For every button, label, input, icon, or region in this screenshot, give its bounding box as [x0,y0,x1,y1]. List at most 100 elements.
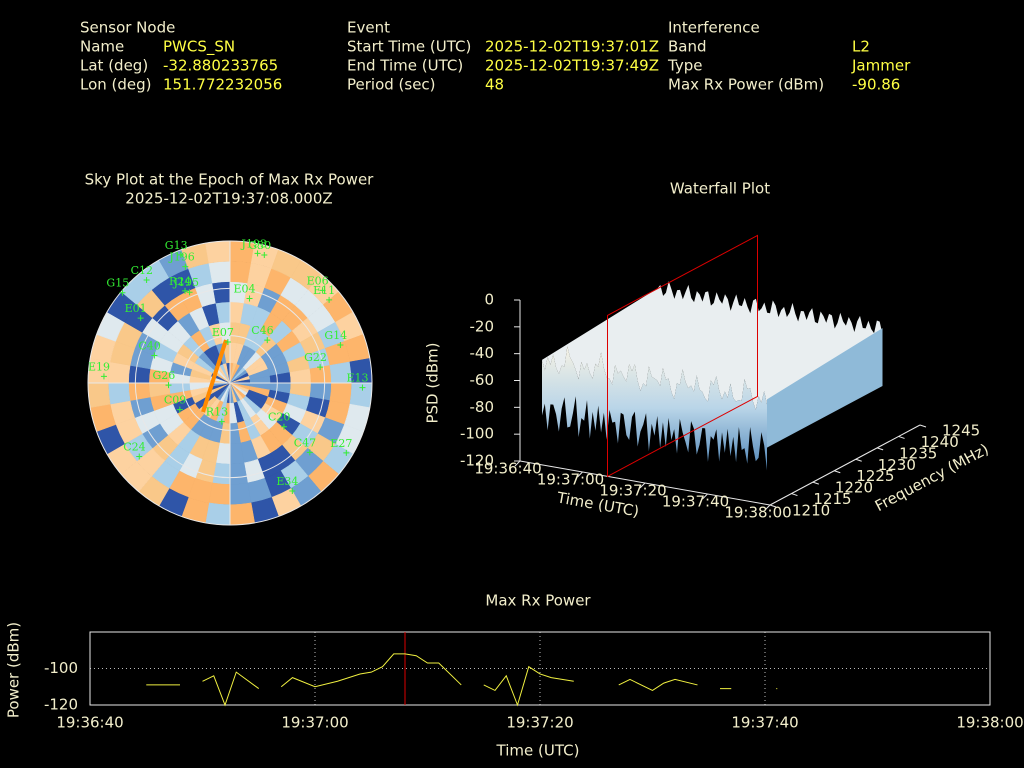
satellite [359,384,366,391]
y-tick-label: 1230 [878,456,916,474]
satellite [100,373,107,380]
chart-subtitle: 2025-12-02T19:37:08.000Z [125,190,332,208]
z-axis-label: PSD (dBm) [424,342,442,423]
satellite [326,296,333,303]
field-label: Max Rx Power (dBm) [668,76,824,94]
y-tick [876,447,884,451]
field-value: 2025-12-02T19:37:49Z [485,57,659,75]
satellite-label: E07 [212,326,234,339]
y-axis [769,424,921,506]
y-tick-label: -100 [44,659,78,677]
satellite [186,289,193,296]
satellite [317,364,324,371]
x-tick-label: 19:37:40 [662,493,729,511]
field-label: Period (sec) [347,76,436,94]
y-tick-label: 1220 [835,479,873,497]
field-label: Band [668,38,707,56]
x-tick-label: 19:36:40 [474,460,541,478]
satellite [143,277,150,284]
satellite-label: G26 [153,369,176,382]
surface-top [542,281,883,410]
surface-side [767,328,883,448]
satellite-label: G14 [324,329,347,342]
satellite [182,263,189,270]
x-tick-label: 19:38:00 [724,504,791,522]
satellite-label: E27 [330,437,352,450]
heatmap-cell [205,502,231,526]
x-tick [639,482,646,489]
satellite [289,487,296,494]
y-tick-label: 1235 [899,444,937,462]
satellite [254,250,261,257]
y-tick [769,504,777,508]
satellite-label: C47 [294,436,316,449]
heatmap-cell [205,240,231,264]
satellite [119,289,126,296]
satellite [264,337,271,344]
satellite [136,453,143,460]
satellite-label: J195 [173,276,199,289]
satellite-label: C24 [123,440,145,453]
section-title: Interference [668,19,760,37]
satellite-label: R13 [206,406,228,419]
satellite [337,341,344,348]
y-tick [919,424,927,428]
satellite-label: G13 [165,239,188,252]
y-tick-label: 1215 [813,490,851,508]
y-tick [855,458,862,462]
y-tick [898,435,905,439]
x-axis-label: Time (UTC) [496,742,580,760]
satellite-label: G30 [248,239,271,252]
y-axis-label: Power (dBm) [5,622,23,718]
satellite [343,449,350,456]
field-value: PWCS_SN [163,38,235,57]
satellite-label: E04 [234,282,256,295]
satellite [306,449,313,456]
chart-title: Sky Plot at the Epoch of Max Rx Power [85,171,375,189]
field-value: L2 [852,38,870,56]
field-value: 2025-12-02T19:37:01Z [485,38,659,56]
z-tick-label: -60 [470,371,495,389]
satellite-label: C12 [131,264,153,277]
satellite [319,287,326,294]
x-tick [702,493,708,500]
satellite-label: G15 [106,277,129,290]
field-value: Jammer [851,57,911,75]
power-line [146,653,778,707]
plot-frame [89,631,991,706]
z-tick-label: -80 [470,398,495,416]
field-label: Lon (deg) [80,76,152,94]
x-tick-label: 19:37:20 [506,714,573,732]
y-tick-label: 1240 [921,433,959,451]
heatmap-cell [229,502,255,526]
satellite-label: C46 [251,324,273,337]
satellite-label: E01 [125,302,147,315]
field-label: End Time (UTC) [347,57,463,75]
satellite [246,295,253,302]
field-value: 48 [485,76,504,94]
y-tick [812,481,820,485]
y-tick-label: 1225 [856,467,894,485]
satellite [224,339,231,346]
z-tick-label: -120 [460,452,494,470]
satellite-label: E13 [346,372,368,385]
heatmap-cell [349,382,373,408]
heatmap-cell [208,261,231,284]
satellite-label: C20 [268,411,290,424]
z-tick-label: -20 [470,317,495,335]
satellite-label: C40 [138,339,160,352]
x-tick-label: 19:38:00 [956,714,1023,732]
z-tick-label: -100 [460,425,494,443]
y-tick-label: 1245 [942,422,980,440]
satellite [261,251,268,258]
field-value: 151.772232056 [163,76,282,94]
field-label: Start Time (UTC) [347,38,471,56]
satellite [177,251,184,258]
satellite [176,406,183,413]
y-tick-label: 1210 [792,502,830,520]
field-label: Lat (deg) [80,57,148,75]
field-value: -90.86 [852,76,900,94]
satellite [151,352,158,359]
field-value: -32.880233765 [163,57,278,75]
